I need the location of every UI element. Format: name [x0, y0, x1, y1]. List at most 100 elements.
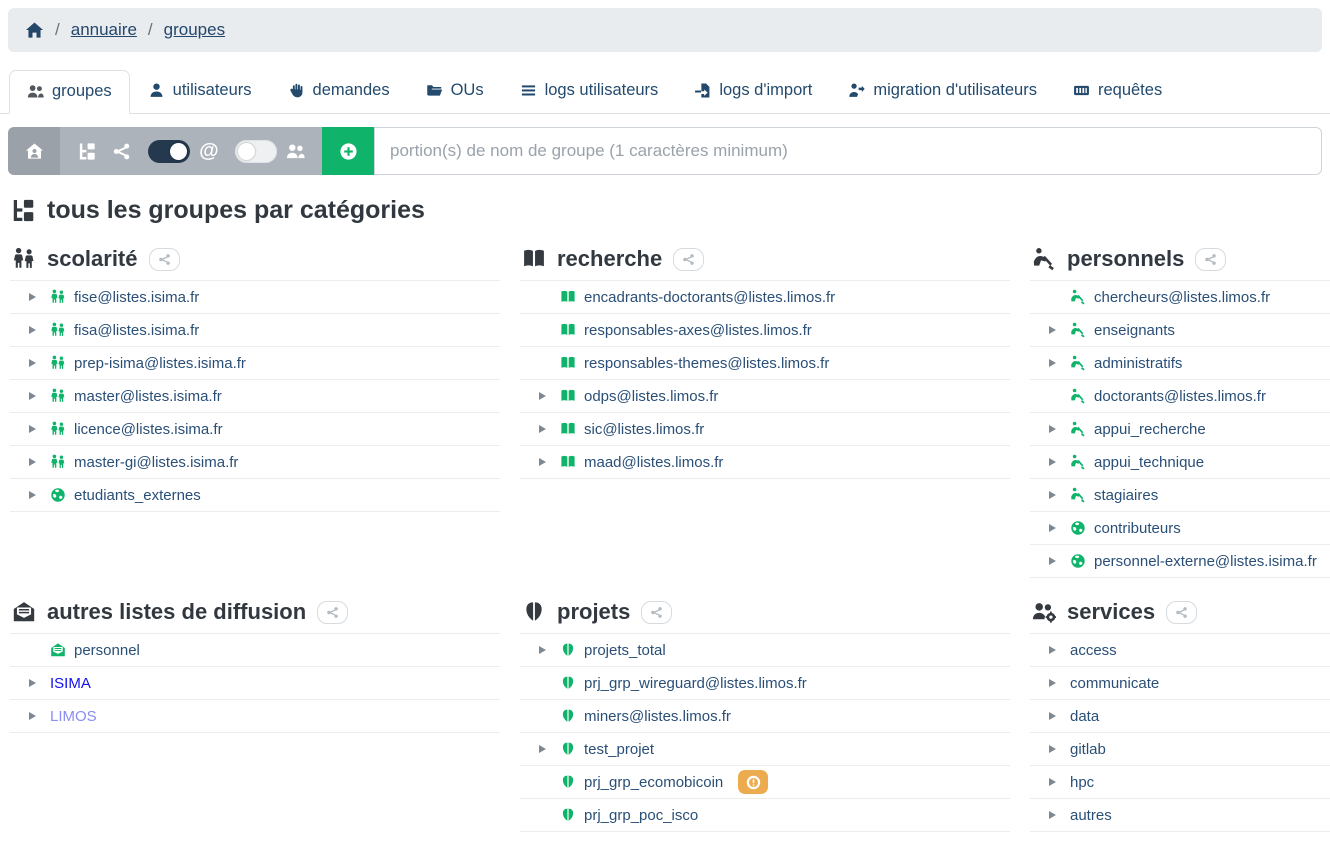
home-view-button[interactable]: [8, 127, 60, 175]
group-row[interactable]: stagiaires: [1030, 479, 1330, 512]
group-name[interactable]: maad@listes.limos.fr: [584, 453, 724, 471]
group-name[interactable]: LIMOS: [50, 707, 97, 725]
group-row[interactable]: prj_grp_wireguard@listes.limos.fr: [520, 667, 1010, 700]
users-toggle[interactable]: [235, 139, 278, 163]
group-row[interactable]: contributeurs: [1030, 512, 1330, 545]
group-row[interactable]: prj_grp_ecomobicoin: [520, 766, 1010, 799]
caret-right-icon[interactable]: [29, 458, 42, 466]
group-name[interactable]: chercheurs@listes.limos.fr: [1094, 288, 1271, 306]
caret-right-icon[interactable]: [29, 679, 42, 687]
tab-demandes[interactable]: demandes: [270, 69, 408, 113]
caret-right-icon[interactable]: [539, 425, 552, 433]
group-row[interactable]: LIMOS: [10, 700, 500, 733]
group-name[interactable]: sic@listes.limos.fr: [584, 420, 705, 438]
group-name[interactable]: access: [1070, 641, 1117, 659]
group-row[interactable]: doctorants@listes.limos.fr: [1030, 380, 1330, 413]
group-name[interactable]: communicate: [1070, 674, 1160, 692]
group-row[interactable]: chercheurs@listes.limos.fr: [1030, 281, 1330, 314]
group-name[interactable]: prep-isima@listes.isima.fr: [74, 354, 246, 372]
group-name[interactable]: responsables-themes@listes.limos.fr: [584, 354, 830, 372]
group-name[interactable]: personnel: [74, 641, 140, 659]
group-row[interactable]: licence@listes.isima.fr: [10, 413, 500, 446]
group-row[interactable]: appui_recherche: [1030, 413, 1330, 446]
caret-right-icon[interactable]: [539, 745, 552, 753]
caret-right-icon[interactable]: [1049, 679, 1062, 687]
caret-right-icon[interactable]: [29, 392, 42, 400]
group-row[interactable]: access: [1030, 634, 1330, 667]
share-button[interactable]: [112, 142, 131, 161]
caret-right-icon[interactable]: [1049, 712, 1062, 720]
group-name[interactable]: contributeurs: [1094, 519, 1181, 537]
group-row[interactable]: gitlab: [1030, 733, 1330, 766]
group-row[interactable]: ISIMA: [10, 667, 500, 700]
caret-right-icon[interactable]: [29, 293, 42, 301]
group-name[interactable]: enseignants: [1094, 321, 1175, 339]
tab-requetes[interactable]: requêtes: [1055, 69, 1180, 113]
group-row[interactable]: data: [1030, 700, 1330, 733]
group-name[interactable]: test_projet: [584, 740, 655, 758]
add-group-button[interactable]: [322, 127, 374, 175]
caret-right-icon[interactable]: [29, 712, 42, 720]
caret-right-icon[interactable]: [1049, 778, 1062, 786]
category-share-button[interactable]: [1166, 600, 1198, 624]
group-row[interactable]: encadrants-doctorants@listes.limos.fr: [520, 281, 1010, 314]
group-row[interactable]: fisa@listes.isima.fr: [10, 314, 500, 347]
group-name[interactable]: fise@listes.isima.fr: [74, 288, 200, 306]
group-name[interactable]: prj_grp_ecomobicoin: [584, 773, 724, 791]
group-row[interactable]: enseignants: [1030, 314, 1330, 347]
group-row[interactable]: test_projet: [520, 733, 1010, 766]
group-name[interactable]: licence@listes.isima.fr: [74, 420, 223, 438]
group-row[interactable]: responsables-axes@listes.limos.fr: [520, 314, 1010, 347]
group-row[interactable]: hpc: [1030, 766, 1330, 799]
group-row[interactable]: maad@listes.limos.fr: [520, 446, 1010, 479]
caret-right-icon[interactable]: [539, 392, 552, 400]
category-share-button[interactable]: [1195, 247, 1227, 271]
group-name[interactable]: hpc: [1070, 773, 1095, 791]
group-name[interactable]: ISIMA: [50, 674, 91, 692]
group-row[interactable]: communicate: [1030, 667, 1330, 700]
group-row[interactable]: fise@listes.isima.fr: [10, 281, 500, 314]
caret-right-icon[interactable]: [539, 458, 552, 466]
group-name[interactable]: appui_technique: [1094, 453, 1205, 471]
category-share-button[interactable]: [673, 247, 705, 271]
group-row[interactable]: appui_technique: [1030, 446, 1330, 479]
tab-migration-utilisateurs[interactable]: migration d'utilisateurs: [830, 69, 1055, 113]
group-search-input[interactable]: [374, 127, 1322, 175]
tab-logs-utilisateurs[interactable]: logs utilisateurs: [502, 69, 677, 113]
group-row[interactable]: personnel-externe@listes.isima.fr: [1030, 545, 1330, 578]
caret-right-icon[interactable]: [1049, 326, 1062, 334]
group-row[interactable]: master@listes.isima.fr: [10, 380, 500, 413]
breadcrumb-link-annuaire[interactable]: annuaire: [70, 20, 137, 39]
group-name[interactable]: etudiants_externes: [74, 486, 201, 504]
group-name[interactable]: prj_grp_wireguard@listes.limos.fr: [584, 674, 807, 692]
group-row[interactable]: sic@listes.limos.fr: [520, 413, 1010, 446]
group-name[interactable]: responsables-axes@listes.limos.fr: [584, 321, 812, 339]
group-name[interactable]: administratifs: [1094, 354, 1183, 372]
group-row[interactable]: personnel: [10, 634, 500, 667]
caret-right-icon[interactable]: [29, 425, 42, 433]
group-name[interactable]: doctorants@listes.limos.fr: [1094, 387, 1266, 405]
caret-right-icon[interactable]: [1049, 359, 1062, 367]
group-name[interactable]: data: [1070, 707, 1100, 725]
caret-right-icon[interactable]: [1049, 458, 1062, 466]
group-row[interactable]: odps@listes.limos.fr: [520, 380, 1010, 413]
group-name[interactable]: stagiaires: [1094, 486, 1159, 504]
caret-right-icon[interactable]: [29, 491, 42, 499]
group-name[interactable]: autres: [1070, 806, 1112, 824]
group-row[interactable]: etudiants_externes: [10, 479, 500, 512]
caret-right-icon[interactable]: [29, 326, 42, 334]
caret-right-icon[interactable]: [539, 646, 552, 654]
group-name[interactable]: master@listes.isima.fr: [74, 387, 222, 405]
group-name[interactable]: projets_total: [584, 641, 666, 659]
caret-right-icon[interactable]: [1049, 646, 1062, 654]
group-name[interactable]: personnel-externe@listes.isima.fr: [1094, 552, 1317, 570]
group-row[interactable]: autres: [1030, 799, 1330, 832]
tab-utilisateurs[interactable]: utilisateurs: [130, 69, 270, 113]
category-share-button[interactable]: [317, 600, 349, 624]
group-row[interactable]: prep-isima@listes.isima.fr: [10, 347, 500, 380]
category-share-button[interactable]: [641, 600, 673, 624]
caret-right-icon[interactable]: [1049, 524, 1062, 532]
tab-groupes[interactable]: groupes: [9, 70, 130, 114]
group-row[interactable]: miners@listes.limos.fr: [520, 700, 1010, 733]
group-name[interactable]: miners@listes.limos.fr: [584, 707, 731, 725]
